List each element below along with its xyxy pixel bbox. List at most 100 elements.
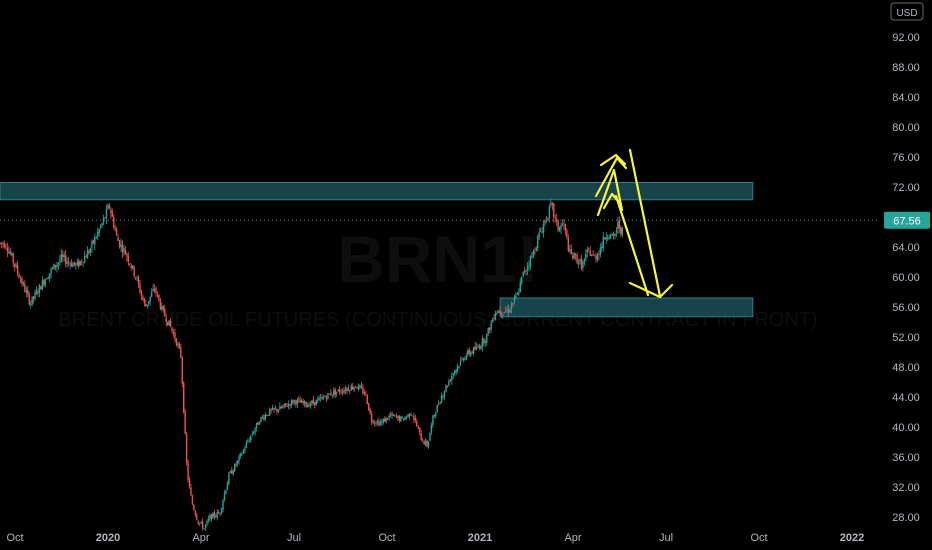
candle-body	[183, 382, 185, 413]
candle-body	[410, 414, 412, 416]
candle-body	[133, 266, 135, 276]
candle-body	[175, 338, 178, 346]
zones-layer	[0, 182, 754, 318]
candle-body	[22, 283, 25, 285]
candle-body	[554, 217, 556, 219]
candle-body	[255, 422, 258, 429]
candle-body	[225, 489, 227, 494]
candle-body	[95, 237, 97, 239]
candle-body	[239, 453, 242, 457]
price-tick-label: 56.00	[892, 302, 920, 314]
price-tick-label: 52.00	[892, 332, 920, 344]
time-tick-label: Oct	[750, 532, 767, 544]
candle-body	[257, 421, 259, 425]
candle-body	[222, 500, 224, 510]
candle-body	[609, 234, 612, 239]
candle-body	[500, 311, 503, 315]
candle-body	[188, 479, 191, 487]
candle-body	[63, 255, 65, 257]
resistance-zone[interactable]	[0, 182, 754, 201]
candle-body	[64, 255, 67, 265]
candle-body	[156, 294, 159, 296]
candle-body	[372, 421, 374, 424]
candle-body	[190, 487, 192, 496]
candle-body	[184, 411, 186, 434]
candle-body	[331, 394, 334, 396]
candle-body	[573, 253, 575, 259]
candle-body	[398, 415, 401, 421]
candle-body	[534, 251, 536, 253]
candle-body	[213, 512, 215, 517]
candle-body	[388, 415, 390, 419]
candle-body	[321, 397, 323, 400]
candle-body	[73, 262, 76, 265]
candle-body	[69, 263, 71, 265]
candle-body	[169, 320, 172, 327]
candle-body	[494, 313, 497, 320]
candle-body	[608, 237, 610, 239]
candle-body	[105, 209, 108, 219]
candle-body	[165, 317, 167, 323]
candle-body	[417, 427, 419, 429]
candle-body	[115, 229, 118, 236]
candle-body	[110, 209, 112, 213]
candle-body	[598, 253, 600, 255]
candle-body	[590, 254, 593, 257]
candle-body	[166, 321, 169, 326]
candle-body	[592, 253, 594, 255]
candle-body	[532, 250, 535, 256]
support-zone[interactable]	[499, 297, 754, 318]
time-axis[interactable]: Oct 2020 Apr Jul Oct 2021 Apr Jul Oct 2022	[6, 532, 864, 544]
price-tick-label: 76.00	[892, 152, 920, 164]
candle-body	[347, 388, 350, 391]
price-tick-label: 88.00	[892, 62, 920, 74]
candle-body	[493, 317, 495, 319]
time-tick-label: Apr	[192, 532, 209, 544]
candle-body	[602, 236, 605, 249]
price-tick-label: 36.00	[892, 452, 920, 464]
candle-body	[382, 419, 385, 423]
currency-unit-box[interactable]: USD	[890, 2, 924, 21]
candle-body	[369, 409, 371, 414]
candle-body	[187, 462, 189, 480]
candle-body	[295, 400, 297, 405]
candle-body	[464, 358, 466, 360]
up-arrow-2-head	[599, 153, 627, 167]
candle-body	[293, 400, 296, 403]
candle-body	[566, 230, 568, 238]
candle-body	[134, 277, 137, 278]
candle-body	[268, 409, 271, 416]
candle-body	[232, 471, 234, 474]
candle-body	[254, 428, 256, 433]
candle-body	[314, 402, 316, 405]
candle-body	[282, 406, 284, 409]
candle-body	[557, 220, 559, 231]
candle-body	[206, 520, 208, 525]
candle-body	[375, 422, 377, 424]
candle-body	[427, 441, 430, 447]
candle-body	[462, 358, 465, 361]
candle-body	[403, 418, 405, 421]
candle-body	[478, 346, 481, 349]
candle-body	[203, 528, 205, 530]
candle-body	[83, 256, 86, 263]
candle-body	[522, 271, 524, 276]
candle-body	[59, 260, 61, 263]
price-tick-label: 28.00	[892, 512, 920, 524]
candle-body	[16, 264, 19, 273]
candle-body	[12, 253, 14, 263]
candle-body	[366, 394, 368, 405]
candle-body	[472, 347, 475, 354]
candle-body	[333, 390, 335, 396]
candle-body	[279, 406, 281, 411]
candle-body	[194, 510, 197, 516]
candle-body	[353, 387, 355, 391]
candle-body	[57, 262, 60, 265]
candle-body	[518, 292, 520, 295]
candle-body	[217, 512, 220, 514]
candle-body	[43, 280, 45, 285]
candle-body	[139, 284, 141, 293]
candle-body	[445, 385, 447, 392]
candle-body	[315, 399, 317, 406]
